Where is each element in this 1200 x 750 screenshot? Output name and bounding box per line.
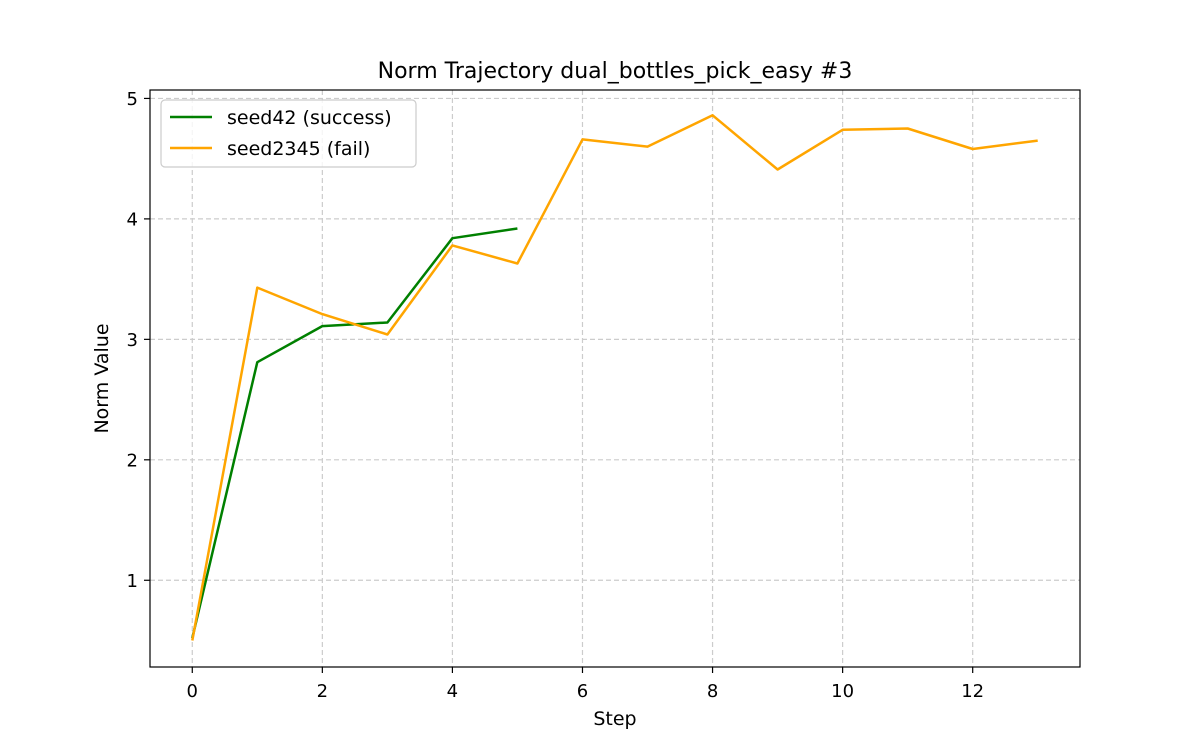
legend-box: [160, 99, 417, 168]
legend-label-1: seed2345 (fail): [227, 138, 370, 160]
y-tick-label: 3: [127, 330, 138, 351]
chart-title: Norm Trajectory dual_bottles_pick_easy #…: [378, 59, 853, 84]
grid: [150, 90, 1080, 667]
y-tick-label: 1: [127, 571, 138, 592]
x-tick-label: 6: [577, 681, 588, 702]
plot-frame: [149, 89, 1081, 668]
series-line-0: [191, 227, 518, 639]
x-tick-label: 8: [707, 681, 718, 702]
x-tick-label: 0: [187, 681, 198, 702]
x-tick-label: 2: [317, 681, 328, 702]
x-axis-label: Step: [593, 708, 636, 730]
series-line-1: [191, 114, 1038, 641]
y-tick-label: 4: [127, 209, 138, 230]
y-axis: 1 2 3 4 5: [127, 89, 150, 592]
y-tick-label: 2: [127, 450, 138, 471]
x-axis: 0 2 4 6 8 10 12: [187, 667, 984, 702]
y-tick-label: 5: [127, 89, 138, 110]
x-tick-label: 12: [961, 681, 984, 702]
series-lines: [191, 114, 1038, 641]
x-tick-label: 4: [447, 681, 458, 702]
y-axis-label: Norm Value: [91, 323, 113, 433]
legend: seed42 (success) seed2345 (fail): [160, 99, 417, 168]
x-tick-label: 10: [831, 681, 854, 702]
legend-label-0: seed42 (success): [227, 107, 392, 129]
